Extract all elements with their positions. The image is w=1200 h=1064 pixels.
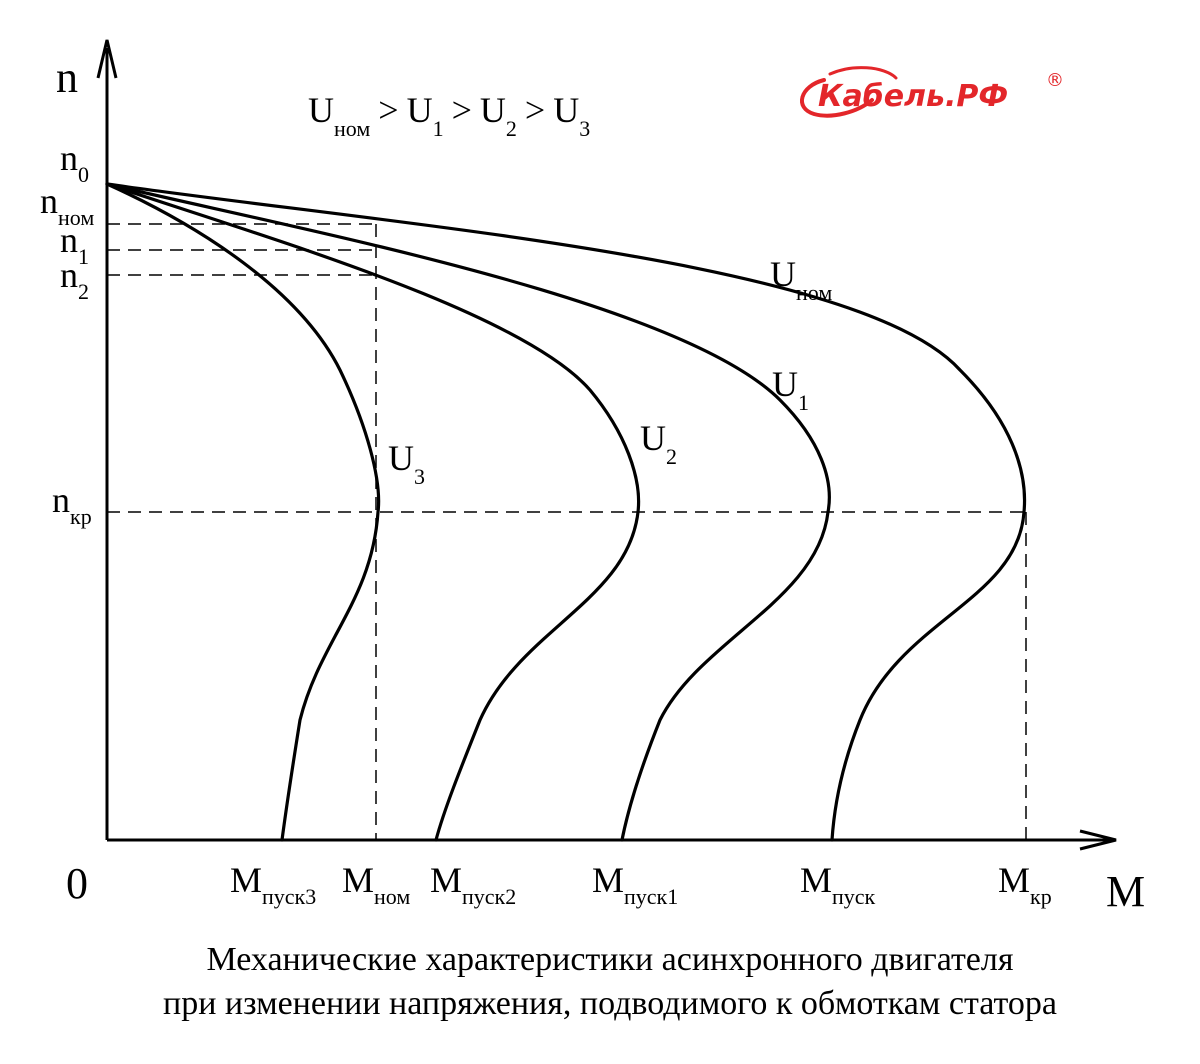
y-tick-n0: n0 [60,138,89,187]
y-tick-n-nom: nном [40,181,94,230]
curve-labels: Uном U1 U2 U3 [388,254,832,489]
y-tick-n-kr: nкр [52,480,92,529]
x-tick-m-nom: Mном [342,860,410,909]
x-tick-m-pusk1: Mпуск1 [592,860,678,909]
x-tick-m-pusk2: Mпуск2 [430,860,516,909]
y-tick-n2: n2 [60,255,89,304]
curve-label-u3: U3 [388,438,425,489]
logo: Кабель.РФ ® [800,66,1064,118]
logo-text: Кабель.РФ [818,79,1008,114]
y-tick-labels: n0 nном n1 n2 nкр [40,138,94,529]
caption-line-1: Механические характеристики асинхронного… [206,941,1013,978]
curve-u1 [105,182,831,842]
relation-u-nom: U [308,90,334,130]
curve-label-u2: U2 [640,418,677,469]
voltage-relation: Uном > U1 > U2 > U3 [308,90,590,141]
y-axis-arrow-icon [96,39,118,79]
caption-line-2: при изменении напряжения, подводимого к … [163,985,1057,1022]
x-tick-m-kr: Mкр [998,860,1052,909]
x-tick-m-pusk: Mпуск [800,860,876,909]
caption: Механические характеристики асинхронного… [163,941,1057,1022]
curve-label-u1: U1 [772,364,809,415]
y-tick-n1: n1 [60,220,89,269]
x-tick-labels: Mпуск3 Mном Mпуск2 Mпуск1 Mпуск Mкр [230,860,1052,909]
curve-u-nom [105,182,1027,842]
curve-u3 [105,182,381,842]
relation-gt-2: > [452,90,472,130]
relation-u-nom-sub: ном [334,116,370,141]
guide-lines [107,223,1027,840]
x-axis-label: M [1106,867,1145,916]
curve-label-u-nom: Uном [770,254,832,305]
x-tick-m-pusk3: Mпуск3 [230,860,316,909]
relation-u1: U [407,90,433,130]
axes: n M 0 [56,39,1145,916]
relation-u1-sub: 1 [433,116,444,141]
relation-u3: U [553,90,579,130]
logo-swoosh-icon [800,66,898,118]
relation-gt-1: > [378,90,398,130]
relation-u2: U [480,90,506,130]
curve-u2 [105,182,641,842]
logo-registered-mark: ® [1046,70,1064,91]
relation-u3-sub: 3 [579,116,590,141]
origin-label: 0 [66,859,88,908]
relation-u2-sub: 2 [506,116,517,141]
x-axis-arrow-icon [1079,829,1117,851]
characteristic-curves [105,182,1027,842]
y-axis-label: n [56,53,78,102]
relation-gt-3: > [525,90,545,130]
